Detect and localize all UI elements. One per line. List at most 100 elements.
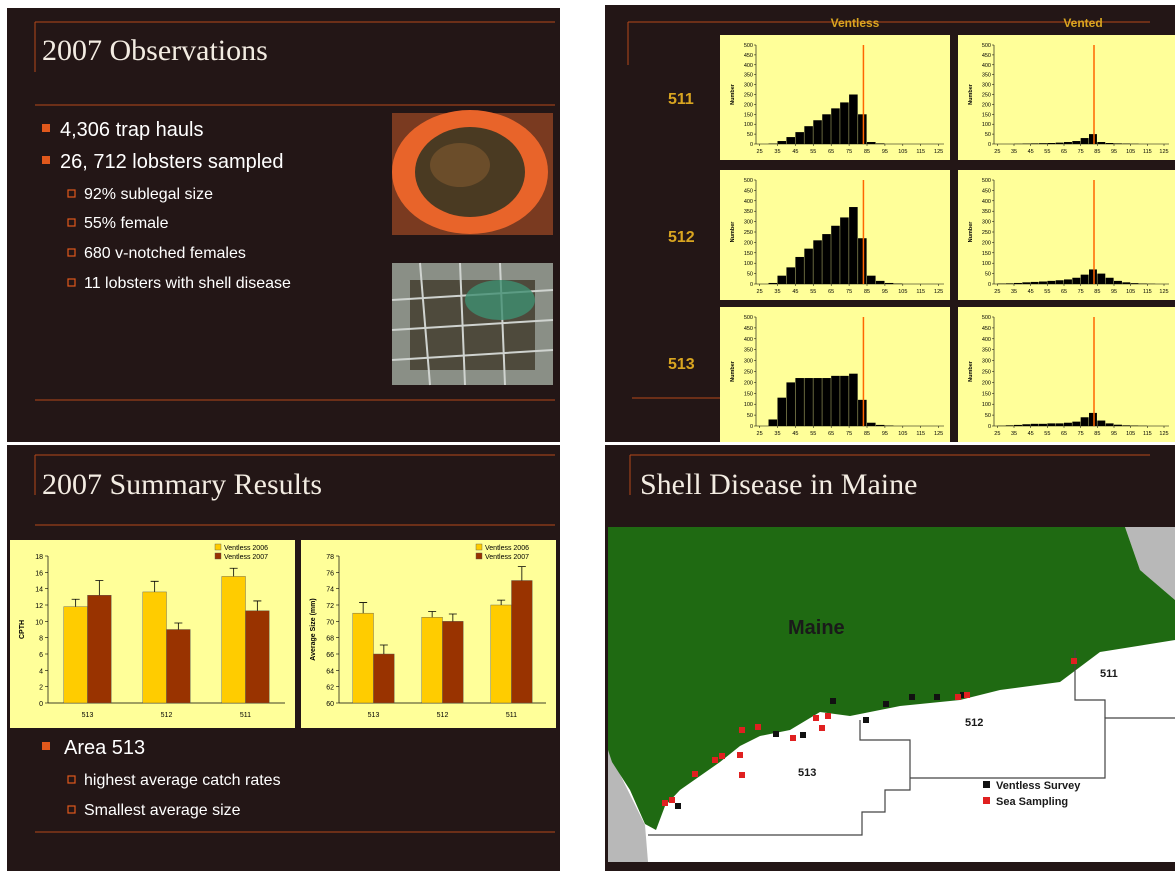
y-tick-label: 18: [35, 554, 43, 561]
sampling-marker: [790, 735, 796, 741]
y-tick-label: 200: [982, 102, 991, 108]
x-tick-label: 513: [368, 712, 380, 719]
x-tick-label: 105: [898, 149, 907, 155]
x-tick-label: 512: [437, 712, 449, 719]
y-tick-label: 70: [326, 619, 334, 626]
y-tick-label: 66: [326, 652, 334, 659]
bullet-text: 26, 712 lobsters sampled: [60, 151, 283, 173]
histogram-bar: [1039, 282, 1047, 284]
histogram-bar: [1047, 143, 1055, 144]
y-tick-label: 300: [744, 220, 753, 226]
x-tick-label: 65: [828, 431, 834, 437]
histogram-bar: [1014, 283, 1022, 284]
histogram-bar: [777, 398, 786, 426]
histogram-bar: [876, 143, 885, 144]
y-tick-label: 0: [750, 424, 753, 430]
histogram-bar: [804, 249, 813, 284]
y-tick-label: 500: [744, 315, 753, 321]
y-tick-label: 12: [35, 603, 43, 610]
x-tick-label: 55: [1044, 149, 1050, 155]
histogram-bar: [804, 378, 813, 426]
y-tick-label: 400: [982, 63, 991, 69]
histogram-bar: [1072, 141, 1080, 144]
y-tick-label: 0: [988, 142, 991, 148]
x-tick-label: 65: [1061, 431, 1067, 437]
histogram-bar: [885, 283, 894, 284]
survey-marker: [909, 694, 915, 700]
sampling-marker: [669, 797, 675, 803]
histogram-bar: [822, 234, 831, 284]
y-tick-label: 0: [988, 282, 991, 288]
y-tick-label: 0: [988, 424, 991, 430]
y-tick-label: 350: [982, 209, 991, 215]
y-tick-label: 250: [744, 230, 753, 236]
y-tick-label: 10: [35, 619, 43, 626]
y-tick-label: 350: [744, 209, 753, 215]
histogram-bar: [1064, 142, 1072, 144]
y-tick-label: 400: [982, 199, 991, 205]
survey-marker: [800, 732, 806, 738]
y-tick-label: 300: [982, 83, 991, 89]
survey-marker: [830, 698, 836, 704]
x-tick-label: 125: [934, 149, 943, 155]
survey-marker: [934, 694, 940, 700]
sampling-marker: [964, 692, 970, 698]
x-tick-label: 35: [1011, 289, 1017, 295]
x-tick-label: 125: [1159, 289, 1168, 295]
histogram-bar: [777, 276, 786, 284]
map-label: 513: [798, 767, 816, 779]
histogram-bar: [795, 378, 804, 426]
histogram-bar: [1022, 282, 1030, 284]
y-tick-label: 100: [744, 122, 753, 128]
histogram-bar: [1039, 424, 1047, 426]
x-tick-label: 55: [810, 431, 816, 437]
x-tick-label: 115: [916, 149, 925, 155]
map-label: 512: [965, 717, 983, 729]
bullet-text: 4,306 trap hauls: [60, 119, 203, 141]
histogram-bar: [1031, 143, 1039, 144]
x-tick-label: 35: [774, 289, 780, 295]
histogram-bar: [849, 374, 858, 426]
y-tick-label: 50: [985, 413, 991, 419]
legend-swatch: [215, 553, 221, 559]
y-tick-label: 150: [982, 251, 991, 257]
histogram-bar: [813, 378, 822, 426]
survey-marker: [863, 717, 869, 723]
x-tick-label: 25: [757, 431, 763, 437]
bar: [491, 605, 512, 703]
x-tick-label: 45: [792, 289, 798, 295]
legend-swatch: [983, 781, 990, 788]
column-label: Ventless: [831, 16, 880, 30]
histogram-bar: [1056, 143, 1064, 144]
y-tick-label: 300: [982, 220, 991, 226]
y-axis-label: CPTH: [19, 620, 26, 639]
histogram-bar: [1097, 274, 1105, 284]
x-tick-label: 125: [1159, 149, 1168, 155]
x-tick-label: 35: [1011, 431, 1017, 437]
x-tick-label: 105: [898, 289, 907, 295]
y-tick-label: 250: [744, 370, 753, 376]
y-tick-label: 350: [744, 348, 753, 354]
y-tick-label: 64: [326, 668, 334, 675]
sampling-marker: [825, 713, 831, 719]
x-tick-label: 45: [792, 431, 798, 437]
survey-marker: [675, 803, 681, 809]
y-tick-label: 300: [744, 359, 753, 365]
bar: [422, 617, 443, 703]
histogram-bar: [769, 419, 778, 426]
sampling-marker: [662, 800, 668, 806]
histogram-bar: [1106, 278, 1114, 284]
histogram-bar: [867, 423, 876, 426]
y-tick-label: 400: [744, 337, 753, 343]
x-tick-label: 125: [1159, 431, 1168, 437]
x-tick-label: 25: [994, 149, 1000, 155]
bar: [353, 613, 374, 703]
sampling-marker: [692, 771, 698, 777]
x-tick-label: 35: [774, 431, 780, 437]
histogram-bar: [1064, 279, 1072, 284]
histogram-bar: [795, 132, 804, 144]
y-axis-label: Number: [730, 221, 736, 243]
sampling-marker: [813, 715, 819, 721]
x-tick-label: 25: [757, 289, 763, 295]
y-tick-label: 450: [744, 326, 753, 332]
